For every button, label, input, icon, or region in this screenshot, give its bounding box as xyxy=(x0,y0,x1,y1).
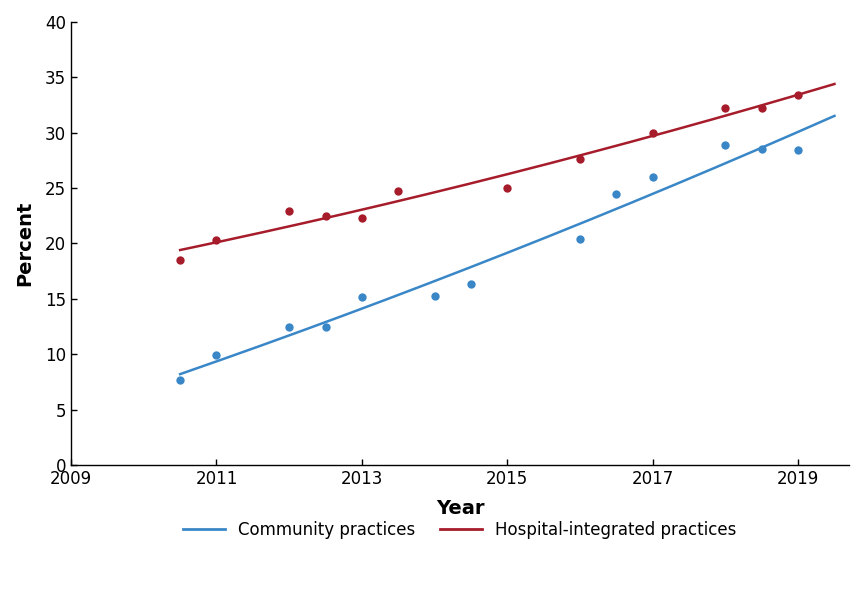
Point xyxy=(645,128,659,137)
Point xyxy=(609,189,623,199)
X-axis label: Year: Year xyxy=(435,499,485,518)
Point xyxy=(355,213,369,223)
Point xyxy=(391,187,405,196)
Point xyxy=(283,206,296,216)
Legend: Community practices, Hospital-integrated practices: Community practices, Hospital-integrated… xyxy=(176,514,744,545)
Point xyxy=(791,146,805,155)
Point xyxy=(210,235,224,245)
Point xyxy=(319,211,333,221)
Point xyxy=(500,184,514,193)
Point xyxy=(791,90,805,100)
Point xyxy=(319,322,333,331)
Point xyxy=(719,104,733,113)
Point xyxy=(355,292,369,301)
Point xyxy=(174,255,187,265)
Point xyxy=(428,291,442,301)
Point xyxy=(573,234,587,244)
Point xyxy=(755,104,769,113)
Point xyxy=(755,145,769,154)
Point xyxy=(645,172,659,182)
Point xyxy=(174,375,187,385)
Point xyxy=(283,322,296,331)
Point xyxy=(210,350,224,360)
Y-axis label: Percent: Percent xyxy=(15,201,34,286)
Point xyxy=(464,280,478,289)
Point xyxy=(573,155,587,164)
Point xyxy=(719,140,733,150)
